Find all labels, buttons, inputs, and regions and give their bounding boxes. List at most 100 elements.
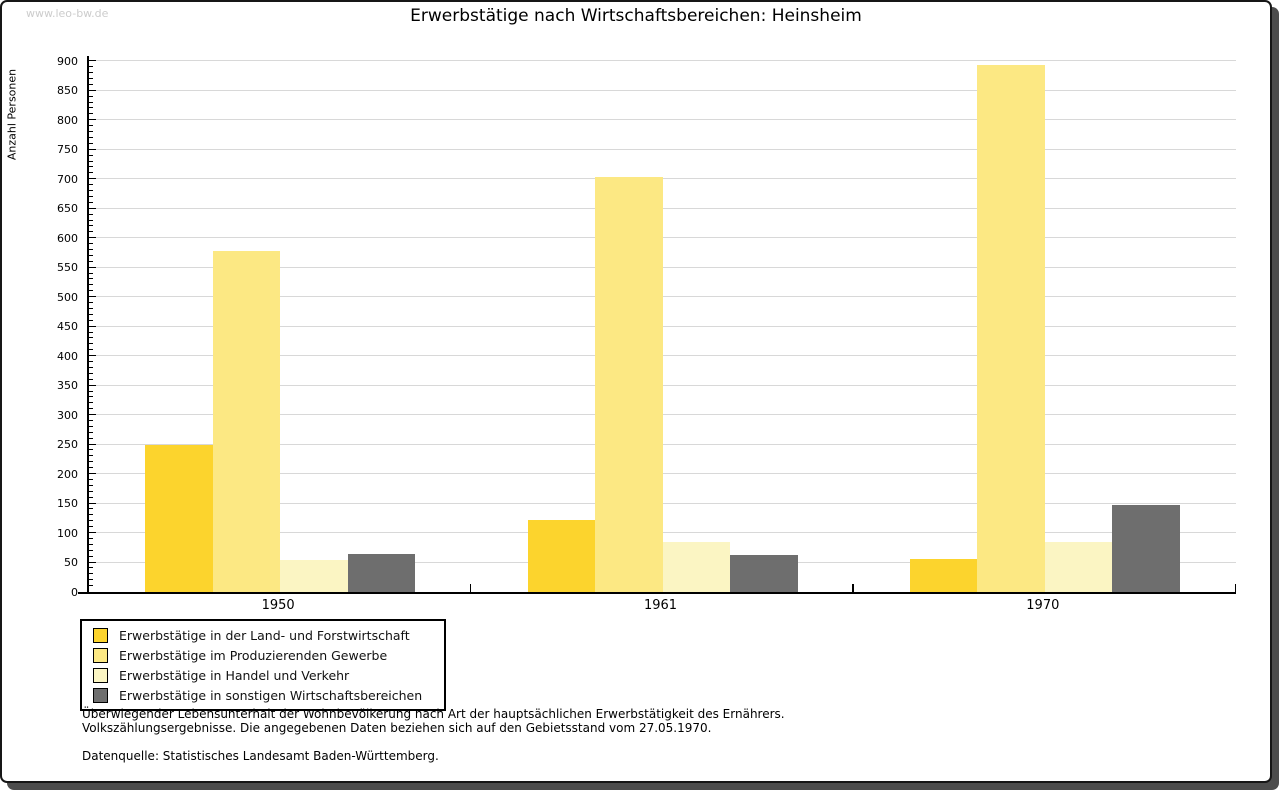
gridline	[89, 355, 1236, 357]
y-major-tick	[89, 178, 96, 180]
y-tick-label: 250	[57, 438, 78, 452]
x-category-label: 1950	[261, 598, 295, 613]
y-minor-tick	[89, 390, 93, 392]
y-minor-tick	[89, 136, 93, 138]
y-minor-tick	[89, 101, 93, 103]
y-minor-tick	[89, 190, 93, 192]
y-minor-tick	[89, 467, 93, 469]
y-minor-tick	[89, 219, 93, 221]
y-minor-tick	[89, 366, 93, 368]
gridline	[89, 207, 1236, 209]
gridline	[89, 414, 1236, 416]
gridline	[89, 119, 1236, 121]
y-minor-tick	[89, 484, 93, 486]
y-minor-tick	[89, 243, 93, 245]
bar	[662, 541, 730, 592]
bar	[595, 177, 663, 592]
y-major-tick	[89, 296, 96, 298]
y-major-tick	[89, 89, 96, 91]
y-tick-label: 550	[57, 261, 78, 275]
y-minor-tick	[89, 408, 93, 410]
bar	[347, 553, 416, 592]
legend-swatch	[93, 627, 108, 643]
x-boundary-tick	[852, 584, 854, 592]
y-minor-tick	[89, 160, 93, 162]
y-minor-tick	[89, 449, 93, 451]
footnote-line: Volkszählungsergebnisse. Die angegebenen…	[82, 721, 712, 735]
y-major-tick	[89, 414, 96, 416]
y-minor-tick	[89, 496, 93, 498]
legend-box: Erwerbstätige in der Land- und Forstwirt…	[80, 619, 446, 711]
gridline	[89, 60, 1236, 62]
y-minor-tick	[89, 349, 93, 351]
y-tick-label: 700	[57, 172, 78, 186]
legend-swatch	[93, 647, 108, 663]
y-minor-tick	[89, 278, 93, 280]
bar	[909, 558, 978, 592]
y-minor-tick	[89, 142, 93, 144]
gridline	[89, 532, 1236, 534]
gridline	[89, 384, 1236, 386]
y-tick-label: 800	[57, 113, 78, 127]
y-minor-tick	[89, 78, 93, 79]
y-minor-tick	[89, 573, 93, 575]
gridline	[89, 148, 1236, 150]
y-minor-tick	[89, 284, 93, 286]
y-minor-tick	[89, 331, 93, 333]
y-minor-tick	[89, 184, 93, 186]
y-minor-tick	[89, 107, 93, 109]
y-minor-tick	[89, 72, 93, 74]
legend-item: Erwerbstätige in Handel und Verkehr	[90, 665, 436, 685]
y-minor-tick	[89, 66, 93, 68]
site-watermark: www.leo-bw.de	[26, 7, 109, 20]
y-minor-tick	[89, 302, 93, 304]
y-minor-tick	[89, 254, 93, 256]
y-minor-tick	[89, 490, 93, 492]
y-minor-tick	[89, 95, 93, 97]
legend-swatch	[93, 687, 108, 703]
y-minor-tick	[89, 508, 93, 510]
legend-item: Erwerbstätige im Produzierenden Gewerbe	[90, 645, 436, 665]
y-minor-tick	[89, 307, 93, 309]
y-minor-tick	[89, 372, 93, 374]
y-minor-tick	[89, 343, 93, 345]
y-major-tick	[89, 355, 96, 357]
y-tick-label: 500	[57, 290, 78, 304]
data-source-line: Datenquelle: Statistisches Landesamt Bad…	[82, 749, 439, 763]
y-tick-label: 200	[57, 467, 78, 481]
legend-label: Erwerbstätige im Produzierenden Gewerbe	[119, 647, 388, 663]
y-minor-tick	[89, 225, 93, 227]
y-minor-tick	[89, 567, 93, 569]
y-minor-tick	[89, 402, 93, 404]
x-boundary-tick	[469, 584, 472, 592]
y-minor-tick	[89, 125, 93, 127]
y-minor-tick	[89, 585, 93, 587]
y-major-tick	[89, 237, 96, 239]
y-minor-tick	[89, 543, 93, 545]
y-tick-label: 100	[57, 526, 78, 540]
legend-label: Erwerbstätige in Handel und Verkehr	[119, 667, 350, 683]
bar	[145, 444, 213, 592]
legend-swatch	[93, 667, 108, 683]
y-minor-tick	[89, 272, 93, 274]
y-major-tick	[89, 384, 96, 386]
gridline	[89, 266, 1236, 268]
y-minor-tick	[89, 201, 93, 203]
gridline	[89, 237, 1236, 239]
legend-item: Erwerbstätige in sonstigen Wirtschaftsbe…	[90, 685, 436, 705]
y-minor-tick	[89, 290, 93, 292]
y-minor-tick	[89, 213, 93, 215]
plot-area	[78, 56, 1236, 594]
bar	[730, 555, 798, 592]
y-minor-tick	[89, 555, 93, 557]
y-minor-tick	[89, 579, 93, 581]
y-tick-label: 450	[57, 320, 78, 334]
bar	[527, 520, 595, 592]
y-tick-label: 50	[64, 556, 78, 570]
y-tick-label: 350	[57, 379, 78, 393]
y-minor-tick	[89, 260, 93, 262]
y-minor-tick	[89, 113, 93, 115]
bar	[977, 64, 1045, 592]
y-major-tick	[89, 443, 96, 445]
y-minor-tick	[89, 231, 93, 233]
